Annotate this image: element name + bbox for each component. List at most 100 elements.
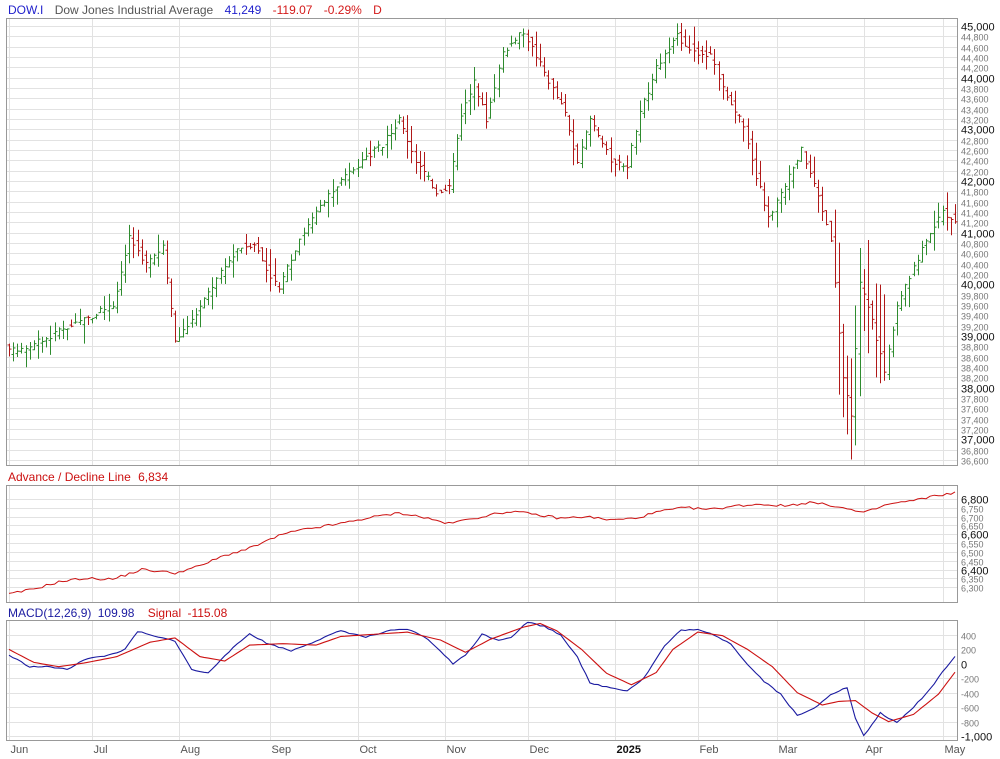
- ohlc-bar: [223, 258, 228, 284]
- change-pct-value: -0.29%: [324, 3, 362, 17]
- macd-ytick-label: -400: [961, 690, 979, 700]
- ohlc-bar: [293, 250, 298, 261]
- price-ohlc-bars: [7, 23, 958, 460]
- ohlc-bar: [165, 240, 170, 285]
- ohlc-bar: [733, 90, 738, 124]
- ohlc-bar: [210, 277, 215, 310]
- x-month-label: Jun: [11, 744, 29, 756]
- ohlc-bar: [812, 156, 817, 187]
- ohlc-bar: [604, 141, 609, 155]
- x-month-label: Mar: [779, 744, 798, 756]
- ohlc-bar: [492, 74, 497, 103]
- ohlc-bar: [256, 237, 261, 254]
- price-ytick-label: 38,400: [961, 364, 989, 374]
- ohlc-bar: [783, 183, 788, 205]
- price-ytick-label: 44,400: [961, 54, 989, 64]
- ohlc-bar: [949, 217, 954, 236]
- ad-ytick-label: 6,300: [961, 584, 984, 594]
- price-ytick-label: 43,800: [961, 85, 989, 95]
- ad-ytick-label: 6,550: [961, 540, 984, 550]
- ohlc-bar: [521, 28, 526, 48]
- ohlc-bar: [389, 123, 394, 150]
- x-month-label: 2025: [617, 744, 641, 756]
- ohlc-bar: [484, 92, 489, 129]
- ohlc-bar: [932, 210, 937, 251]
- price-ytick-label: 38,800: [961, 343, 989, 353]
- grid-lines: [7, 19, 957, 740]
- ohlc-bar: [206, 287, 211, 306]
- ohlc-bar: [219, 267, 224, 284]
- ohlc-bar: [111, 301, 116, 310]
- symbol-label[interactable]: DOW.I: [8, 3, 43, 17]
- ohlc-bar: [318, 199, 323, 213]
- ohlc-bar: [65, 328, 70, 341]
- ohlc-bar: [82, 317, 87, 344]
- macd-ytick-label: -200: [961, 675, 979, 685]
- ohlc-bar: [364, 147, 369, 161]
- period-label[interactable]: D: [373, 3, 382, 17]
- ohlc-bar: [820, 186, 825, 221]
- ohlc-bar: [24, 345, 29, 368]
- ohlc-bar: [683, 29, 688, 47]
- x-month-label: Feb: [700, 744, 719, 756]
- ohlc-bar: [953, 204, 958, 224]
- ohlc-bar: [804, 151, 809, 169]
- ohlc-bar: [563, 93, 568, 117]
- ohlc-bar: [277, 282, 282, 293]
- ohlc-bar: [916, 254, 921, 276]
- price-ytick-label: 44,800: [961, 33, 989, 43]
- ohlc-bar: [858, 247, 863, 397]
- ohlc-bar: [899, 290, 904, 311]
- ohlc-bar: [468, 84, 473, 116]
- ohlc-bar: [194, 308, 199, 326]
- price-ytick-label: 37,000: [961, 435, 995, 447]
- price-ytick-label: 44,200: [961, 64, 989, 74]
- x-month-label: May: [945, 744, 966, 756]
- ohlc-bar: [663, 49, 668, 79]
- price-ytick-label: 43,000: [961, 125, 995, 137]
- ohlc-bar: [700, 45, 705, 63]
- ohlc-bar: [708, 46, 713, 55]
- macd-value: 109.98: [98, 606, 135, 620]
- ohlc-bar: [140, 239, 145, 265]
- ohlc-bar: [584, 130, 589, 150]
- ohlc-bar: [517, 32, 522, 50]
- ohlc-bar: [235, 248, 240, 262]
- ohlc-bar: [314, 206, 319, 226]
- ohlc-bar: [829, 220, 834, 243]
- ohlc-bar: [393, 119, 398, 141]
- ohlc-bar: [331, 179, 336, 207]
- ohlc-bar: [61, 320, 66, 340]
- ohlc-bar: [795, 159, 800, 169]
- ohlc-bar: [297, 238, 302, 256]
- macd-ytick-label: 200: [961, 646, 976, 656]
- ohlc-bar: [351, 167, 356, 175]
- ohlc-bar: [463, 89, 468, 125]
- ohlc-bar: [559, 92, 564, 105]
- ad-value: 6,834: [138, 470, 168, 484]
- ad-line: [8, 491, 956, 594]
- macd-series: [8, 621, 956, 737]
- price-ytick-label: 41,200: [961, 219, 989, 229]
- ohlc-bar: [546, 70, 551, 90]
- ohlc-bar: [766, 196, 771, 228]
- ohlc-bar: [90, 317, 95, 324]
- ohlc-bar: [306, 218, 311, 237]
- ohlc-bar: [634, 129, 639, 155]
- ohlc-bar: [526, 29, 531, 52]
- macd-label: MACD(12,26,9): [8, 606, 91, 620]
- price-ytick-label: 37,800: [961, 395, 989, 405]
- ohlc-bar: [729, 91, 734, 106]
- ohlc-bar: [115, 281, 120, 314]
- ohlc-bar: [156, 234, 161, 267]
- ohlc-bar: [127, 224, 132, 264]
- ohlc-bar: [119, 261, 124, 296]
- macd-ytick-label: -800: [961, 719, 979, 729]
- price-ytick-label: 39,800: [961, 292, 989, 302]
- price-ytick-label: 41,800: [961, 188, 989, 198]
- ohlc-bar: [625, 155, 630, 180]
- ad-ytick-label: 6,650: [961, 522, 984, 532]
- ohlc-bar: [808, 154, 813, 178]
- ohlc-bar: [397, 114, 402, 125]
